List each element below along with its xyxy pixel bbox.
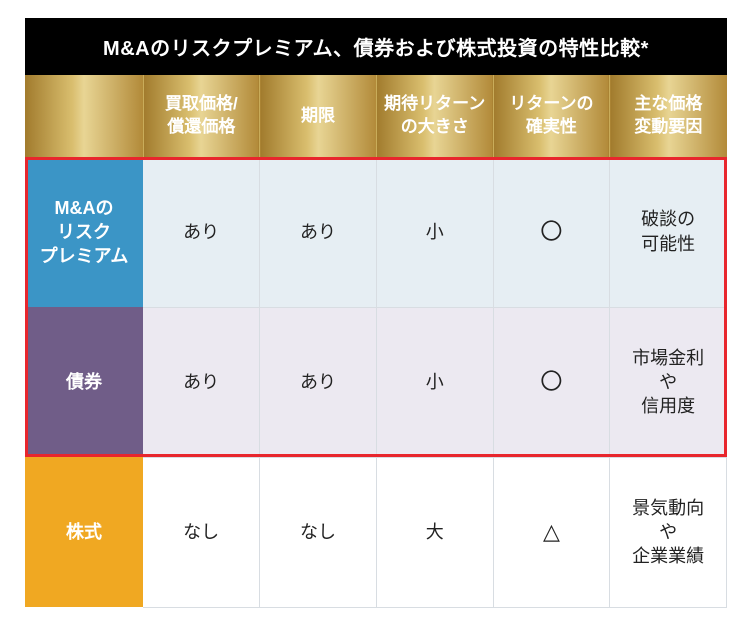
header-corner: [25, 75, 143, 157]
header-col-certainty: リターンの確実性: [493, 75, 610, 157]
rowhead-equity: 株式: [25, 457, 143, 607]
header-col-price: 買取価格/償還価格: [143, 75, 260, 157]
cell-equity-price: なし: [143, 457, 260, 607]
cell-ma-certainty: 〇: [493, 157, 610, 307]
header-col-term: 期限: [260, 75, 377, 157]
comparison-table: 買取価格/償還価格 期限 期待リターンの大きさ リターンの確実性 主な価格変動要…: [25, 75, 727, 608]
title-bar: M&Aのリスクプレミアム、債券および株式投資の特性比較*: [25, 18, 727, 75]
cell-bond-factor: 市場金利や信用度: [610, 307, 727, 457]
cell-bond-certainty: 〇: [493, 307, 610, 457]
cell-bond-term: あり: [260, 307, 377, 457]
cell-equity-return: 大: [376, 457, 493, 607]
header-col-factor: 主な価格変動要因: [610, 75, 727, 157]
row-ma: M&Aのリスクプレミアム あり あり 小 〇 破談の可能性: [25, 157, 727, 307]
title-text: M&Aのリスクプレミアム、債券および株式投資の特性比較*: [103, 38, 649, 60]
cell-equity-term: なし: [260, 457, 377, 607]
rowhead-bond: 債券: [25, 307, 143, 457]
cell-bond-price: あり: [143, 307, 260, 457]
cell-equity-factor: 景気動向や企業業績: [610, 457, 727, 607]
row-equity: 株式 なし なし 大 △ 景気動向や企業業績: [25, 457, 727, 607]
cell-bond-return: 小: [376, 307, 493, 457]
table-wrap: 買取価格/償還価格 期限 期待リターンの大きさ リターンの確実性 主な価格変動要…: [25, 75, 727, 608]
cell-ma-factor: 破談の可能性: [610, 157, 727, 307]
cell-ma-term: あり: [260, 157, 377, 307]
header-col-return: 期待リターンの大きさ: [376, 75, 493, 157]
cell-ma-price: あり: [143, 157, 260, 307]
row-bond: 債券 あり あり 小 〇 市場金利や信用度: [25, 307, 727, 457]
rowhead-ma: M&Aのリスクプレミアム: [25, 157, 143, 307]
cell-ma-return: 小: [376, 157, 493, 307]
header-row: 買取価格/償還価格 期限 期待リターンの大きさ リターンの確実性 主な価格変動要…: [25, 75, 727, 157]
cell-equity-certainty: △: [493, 457, 610, 607]
